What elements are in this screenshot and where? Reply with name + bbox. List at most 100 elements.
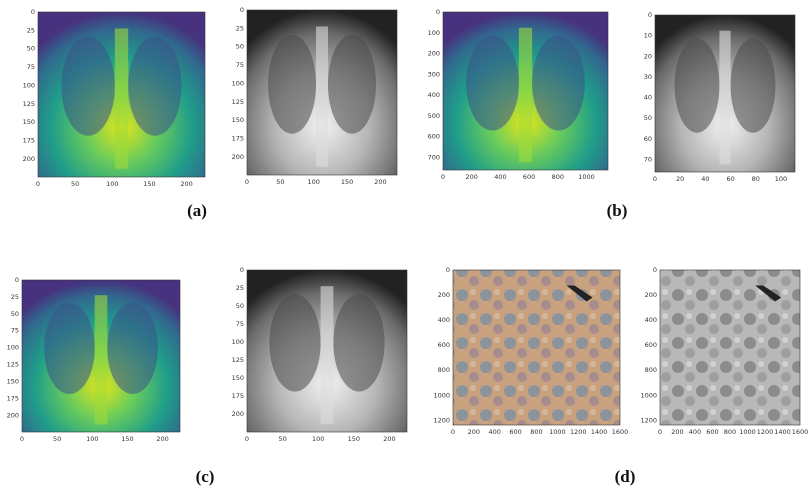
x-tick-label: 40	[701, 175, 709, 183]
x-tick-label: 100	[775, 175, 787, 183]
y-tick-label: 300	[428, 70, 440, 78]
x-tick-label: 60	[726, 175, 734, 183]
x-tick-label: 200	[468, 428, 480, 436]
image	[660, 270, 800, 425]
y-tick-label: 20	[644, 52, 652, 60]
spine	[115, 29, 128, 169]
x-tick-label: 100	[312, 435, 324, 443]
x-tick-label: 1600	[612, 428, 629, 436]
y-tick-label: 800	[645, 366, 657, 374]
y-tick-label: 0	[436, 8, 440, 16]
y-tick-label: 50	[236, 302, 244, 310]
y-tick-label: 0	[240, 6, 244, 14]
y-tick-label: 700	[428, 153, 440, 161]
x-tick-label: 50	[276, 178, 284, 186]
lung	[532, 36, 585, 131]
y-tick-label: 0	[15, 276, 19, 284]
y-tick-label: 200	[438, 291, 450, 299]
lung	[466, 36, 519, 131]
y-tick-label: 400	[428, 91, 440, 99]
figure: 0501001502000255075100125150175200050100…	[0, 0, 809, 490]
x-tick-label: 1200	[570, 428, 587, 436]
x-tick-label: 1000	[578, 173, 595, 181]
lung	[269, 294, 320, 391]
y-tick-label: 200	[232, 410, 244, 418]
y-tick-label: 1200	[433, 416, 450, 424]
y-tick-label: 175	[232, 392, 244, 400]
x-tick-label: 100	[86, 435, 98, 443]
x-tick-label: 200	[180, 180, 192, 188]
y-tick-label: 400	[438, 316, 450, 324]
y-tick-label: 70	[644, 155, 652, 163]
x-tick-label: 400	[494, 173, 506, 181]
y-tick-label: 1000	[640, 391, 657, 399]
y-tick-label: 150	[23, 118, 35, 126]
x-tick-label: 800	[724, 428, 736, 436]
x-tick-label: 1200	[757, 428, 774, 436]
y-tick-label: 100	[23, 81, 35, 89]
y-tick-label: 60	[644, 135, 652, 143]
y-tick-label: 100	[232, 79, 244, 87]
lung	[107, 303, 158, 394]
x-tick-label: 150	[121, 435, 133, 443]
x-tick-label: 0	[245, 435, 249, 443]
y-tick-label: 40	[644, 94, 652, 102]
caption: (a)	[187, 201, 207, 220]
y-tick-label: 75	[11, 327, 19, 335]
x-tick-label: 200	[465, 173, 477, 181]
lung	[268, 35, 316, 134]
x-tick-label: 150	[348, 435, 360, 443]
x-tick-label: 0	[451, 428, 455, 436]
x-tick-label: 150	[143, 180, 155, 188]
x-tick-label: 400	[689, 428, 701, 436]
x-tick-label: 0	[36, 180, 40, 188]
y-tick-label: 75	[236, 320, 244, 328]
x-tick-label: 0	[245, 178, 249, 186]
y-tick-label: 150	[7, 377, 19, 385]
x-tick-label: 600	[523, 173, 535, 181]
y-tick-label: 0	[648, 11, 652, 19]
y-tick-label: 50	[11, 310, 19, 318]
y-tick-label: 125	[7, 361, 19, 369]
y-tick-label: 150	[232, 374, 244, 382]
x-tick-label: 0	[20, 435, 24, 443]
y-tick-label: 175	[23, 136, 35, 144]
y-tick-label: 600	[438, 341, 450, 349]
lung	[333, 294, 384, 391]
x-tick-label: 0	[653, 175, 657, 183]
y-tick-label: 200	[232, 153, 244, 161]
y-tick-label: 175	[232, 134, 244, 142]
y-tick-label: 25	[236, 284, 244, 292]
x-tick-label: 800	[530, 428, 542, 436]
caption: (b)	[607, 201, 628, 220]
x-tick-label: 800	[552, 173, 564, 181]
y-tick-label: 125	[232, 356, 244, 364]
x-tick-label: 50	[53, 435, 61, 443]
x-tick-label: 600	[509, 428, 521, 436]
y-tick-label: 30	[644, 73, 652, 81]
y-tick-label: 600	[645, 341, 657, 349]
x-tick-label: 200	[383, 435, 395, 443]
y-tick-label: 1000	[433, 391, 450, 399]
lung	[731, 39, 776, 133]
y-tick-label: 75	[27, 63, 35, 71]
y-tick-label: 200	[23, 155, 35, 163]
y-tick-label: 50	[27, 45, 35, 53]
y-tick-label: 800	[438, 366, 450, 374]
spine	[519, 28, 532, 162]
image	[453, 270, 620, 425]
y-tick-label: 200	[428, 50, 440, 58]
x-tick-label: 0	[441, 173, 445, 181]
y-tick-label: 25	[27, 26, 35, 34]
spine	[316, 27, 328, 167]
y-tick-label: 25	[11, 293, 19, 301]
x-tick-label: 200	[374, 178, 386, 186]
y-tick-label: 100	[428, 29, 440, 37]
y-tick-label: 75	[236, 61, 244, 69]
x-tick-label: 0	[658, 428, 662, 436]
x-tick-label: 100	[308, 178, 320, 186]
y-tick-label: 125	[23, 100, 35, 108]
caption: (c)	[196, 467, 215, 486]
x-tick-label: 20	[676, 175, 684, 183]
